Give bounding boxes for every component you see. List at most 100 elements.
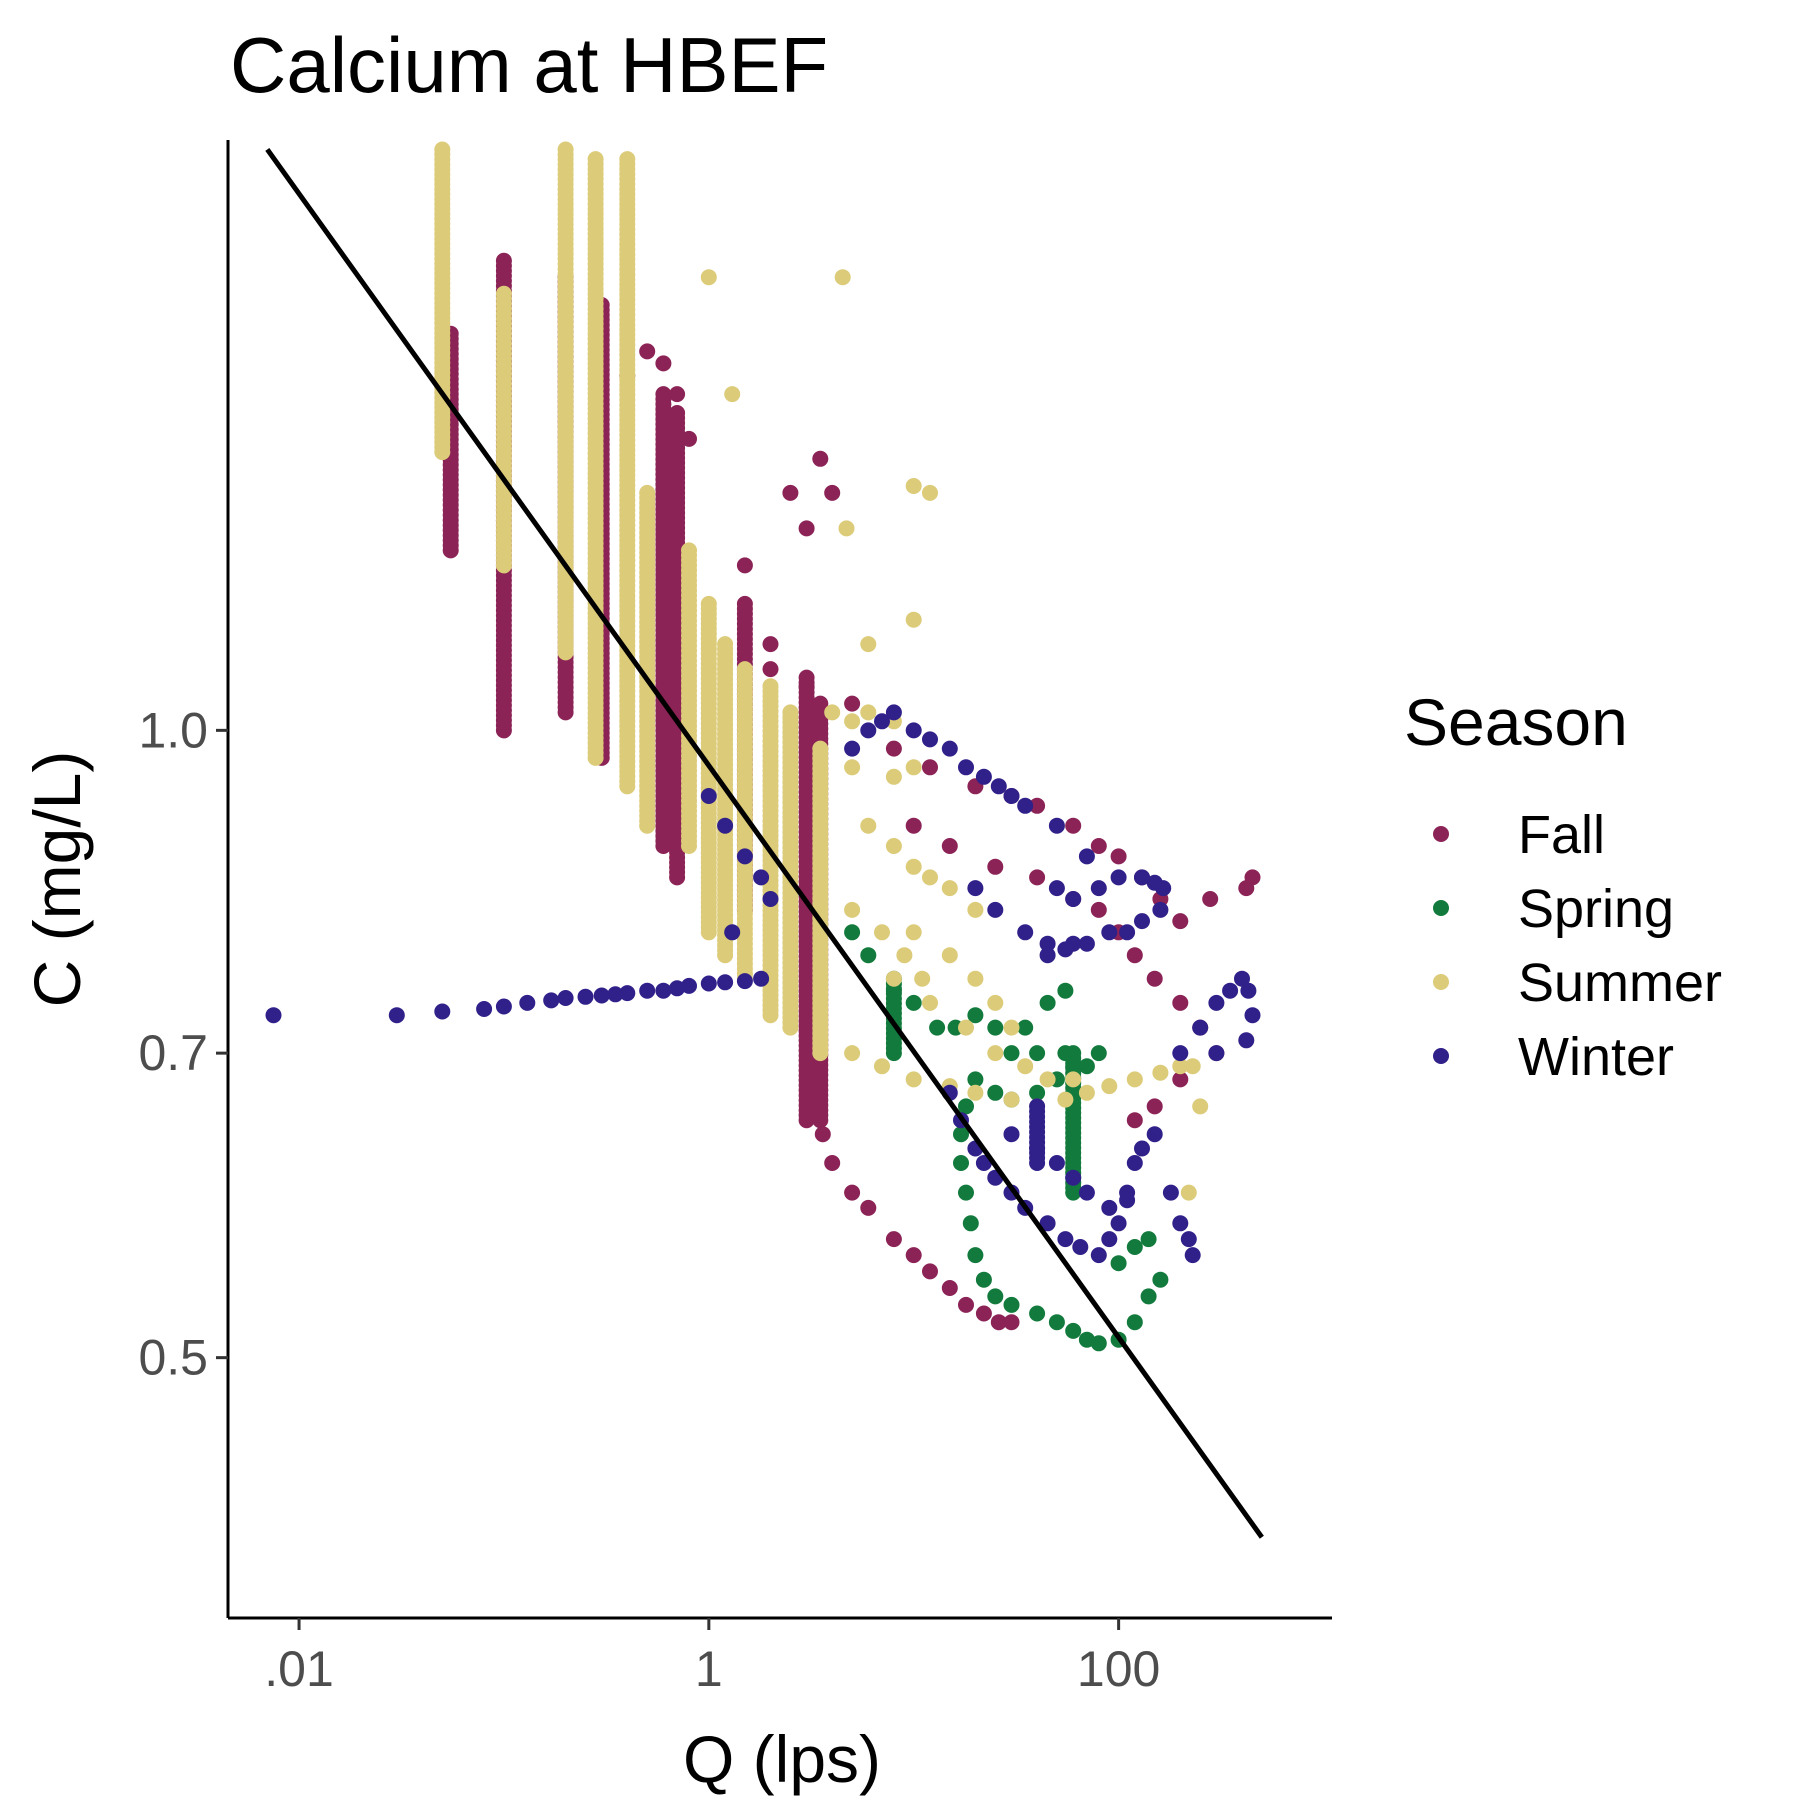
winter-point xyxy=(1017,924,1034,941)
winter-point xyxy=(1078,848,1095,865)
summer-point xyxy=(967,970,984,987)
winter-point xyxy=(1101,924,1118,941)
legend-key-summer xyxy=(1433,974,1449,990)
spring-point xyxy=(905,994,922,1011)
fall-point xyxy=(812,695,829,712)
summer-point xyxy=(922,869,938,886)
summer-point xyxy=(1126,1071,1143,1088)
fall-point xyxy=(736,595,753,612)
spring-point xyxy=(1057,982,1074,999)
fall-point xyxy=(1172,1071,1189,1088)
legend-label-fall: Fall xyxy=(1518,805,1605,865)
y-axis-title: C (mg/L) xyxy=(20,751,94,1008)
summer-point xyxy=(639,484,656,501)
winter-point xyxy=(874,713,890,730)
summer-point xyxy=(1057,1091,1074,1108)
fall-point xyxy=(814,1126,831,1143)
summer-point xyxy=(987,1045,1004,1062)
fall-point xyxy=(922,1263,938,1280)
summer-point xyxy=(896,947,913,964)
spring-point xyxy=(1039,994,1056,1011)
spring-point xyxy=(1017,1019,1034,1036)
x-axis-ticks: .01 1 100 xyxy=(264,1618,1160,1697)
winter-point xyxy=(265,1007,282,1024)
winter-point xyxy=(975,768,992,785)
x-axis-title: Q (lps) xyxy=(683,1722,881,1796)
x-tick-label: 1 xyxy=(695,1641,723,1697)
fall-point xyxy=(1172,913,1189,930)
fall-point xyxy=(782,484,799,501)
x-tick-label: 100 xyxy=(1077,1641,1160,1697)
winter-point xyxy=(543,992,560,1009)
fall-point xyxy=(736,557,753,574)
summer-point xyxy=(967,901,984,918)
plot-area: .01 1 100 0.5 0.7 1.0 xyxy=(138,140,1332,1697)
spring-point xyxy=(962,1215,979,1232)
summer-point xyxy=(860,636,877,653)
y-tick-label: 0.5 xyxy=(138,1330,208,1386)
winter-point xyxy=(753,970,770,987)
fall-point xyxy=(987,858,1004,875)
winter-point xyxy=(1078,935,1095,952)
summer-point xyxy=(717,636,734,653)
spring-point xyxy=(958,1098,974,1115)
spring-point xyxy=(987,1084,1004,1101)
fall-point xyxy=(905,817,922,834)
winter-point xyxy=(762,891,779,907)
winter-point xyxy=(1101,1231,1118,1248)
summer-point xyxy=(1078,1084,1095,1101)
summer-point xyxy=(495,285,512,302)
summer-point xyxy=(700,595,717,612)
summer-point xyxy=(824,704,841,721)
spring-point xyxy=(1003,1045,1020,1062)
fall-point xyxy=(1090,901,1107,918)
winter-point xyxy=(593,987,610,1004)
legend-key-winter xyxy=(1433,1048,1449,1064)
fall-point xyxy=(1244,869,1261,886)
spring-point xyxy=(967,1071,984,1088)
summer-point xyxy=(914,970,931,987)
fall-point xyxy=(844,1184,861,1201)
winter-point xyxy=(990,778,1007,795)
spring-point xyxy=(1078,1058,1095,1075)
spring-point xyxy=(987,1019,1004,1036)
summer-point xyxy=(1101,1078,1118,1095)
winter-point xyxy=(619,985,636,1002)
winter-point xyxy=(1017,797,1034,814)
spring-point xyxy=(1126,1239,1143,1255)
fall-point xyxy=(922,759,938,776)
spring-point xyxy=(1029,1084,1046,1101)
winter-point xyxy=(669,980,686,997)
winter-point xyxy=(1048,880,1065,897)
summer-point xyxy=(885,970,902,987)
winter-point xyxy=(1039,1215,1056,1232)
spring-point xyxy=(929,1019,946,1036)
winter-point xyxy=(1078,1184,1095,1201)
winter-point xyxy=(736,848,753,865)
winter-point xyxy=(1238,1032,1255,1049)
summer-point xyxy=(834,269,851,286)
winter-point xyxy=(724,924,741,941)
legend-key-spring xyxy=(1433,900,1449,916)
winter-point xyxy=(557,990,574,1006)
fall-point xyxy=(1110,848,1127,865)
winter-point xyxy=(700,788,717,804)
fall-point xyxy=(1126,947,1143,964)
winter-point xyxy=(1003,1126,1020,1143)
winter-point xyxy=(1184,1247,1201,1264)
legend: Season Fall Spring Summer Winter xyxy=(1404,685,1722,1087)
fall-point xyxy=(669,386,686,403)
winter-point xyxy=(700,975,717,992)
spring-point xyxy=(860,947,877,964)
fall-point xyxy=(824,1155,841,1171)
legend-title: Season xyxy=(1404,685,1628,759)
spring-point xyxy=(958,1184,974,1201)
summer-point xyxy=(905,478,922,494)
summer-point xyxy=(812,740,829,757)
trend-line xyxy=(265,148,1264,1539)
winter-point xyxy=(922,731,938,748)
summer-point xyxy=(724,386,741,403)
summer-point xyxy=(860,817,877,834)
winter-point xyxy=(1155,880,1172,897)
winter-point xyxy=(1119,924,1136,941)
